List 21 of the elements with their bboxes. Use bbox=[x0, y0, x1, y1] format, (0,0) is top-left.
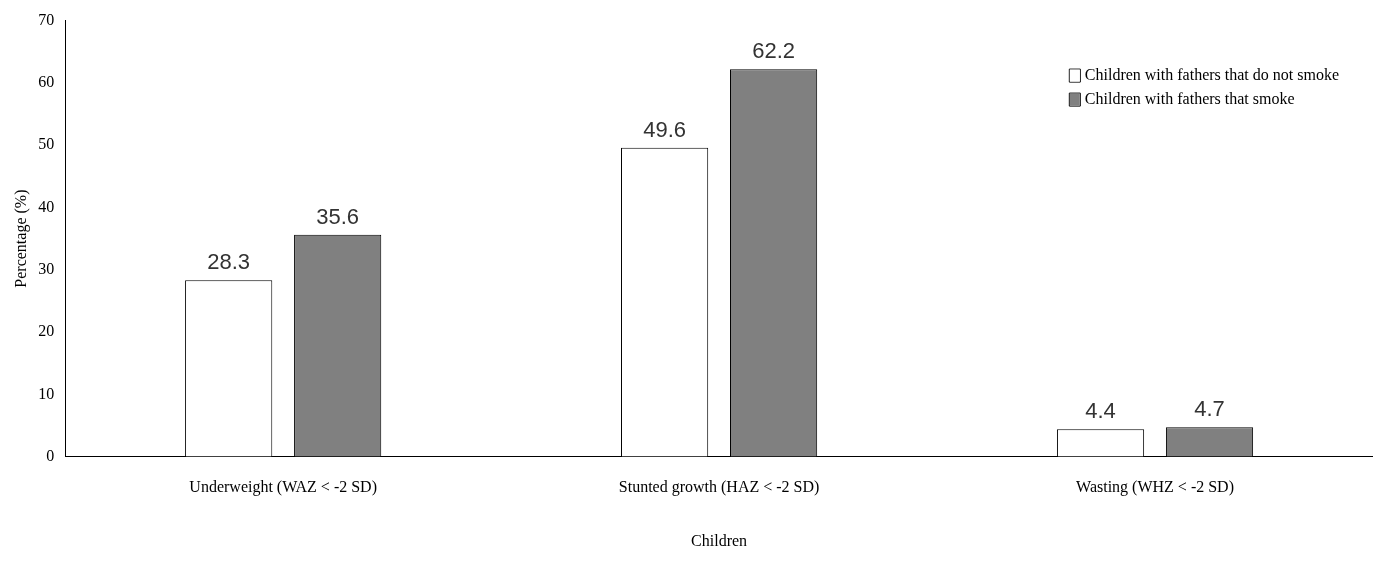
y-tick-label: 60 bbox=[38, 73, 55, 91]
x-tick-label: Underweight (WAZ < -2 SD) bbox=[189, 478, 377, 497]
y-axis-title: Percentage (%) bbox=[11, 189, 30, 288]
data-label: 49.6 bbox=[643, 116, 687, 142]
x-axis-title: Children bbox=[691, 531, 748, 549]
y-tick-label: 50 bbox=[38, 135, 55, 153]
data-label: 62.2 bbox=[752, 38, 796, 64]
x-tick-label: Stunted growth (HAZ < -2 SD) bbox=[618, 478, 820, 497]
data-label: 35.6 bbox=[316, 203, 360, 229]
y-tick-label: 20 bbox=[38, 322, 55, 340]
y-tick-label: 40 bbox=[38, 197, 55, 215]
y-tick-label: 10 bbox=[38, 384, 55, 402]
data-label: 4.7 bbox=[1194, 396, 1225, 422]
y-tick-label: 30 bbox=[38, 259, 55, 277]
data-label: 4.4 bbox=[1085, 398, 1116, 424]
y-tick-label: 0 bbox=[46, 446, 55, 464]
data-label: 28.3 bbox=[207, 249, 251, 275]
y-tick-label: 70 bbox=[38, 10, 55, 28]
x-tick-label: Wasting (WHZ < -2 SD) bbox=[1076, 478, 1234, 497]
legend-label: Children with fathers that smoke bbox=[1084, 89, 1295, 107]
legend-label: Children with fathers that do not smoke bbox=[1084, 65, 1340, 83]
